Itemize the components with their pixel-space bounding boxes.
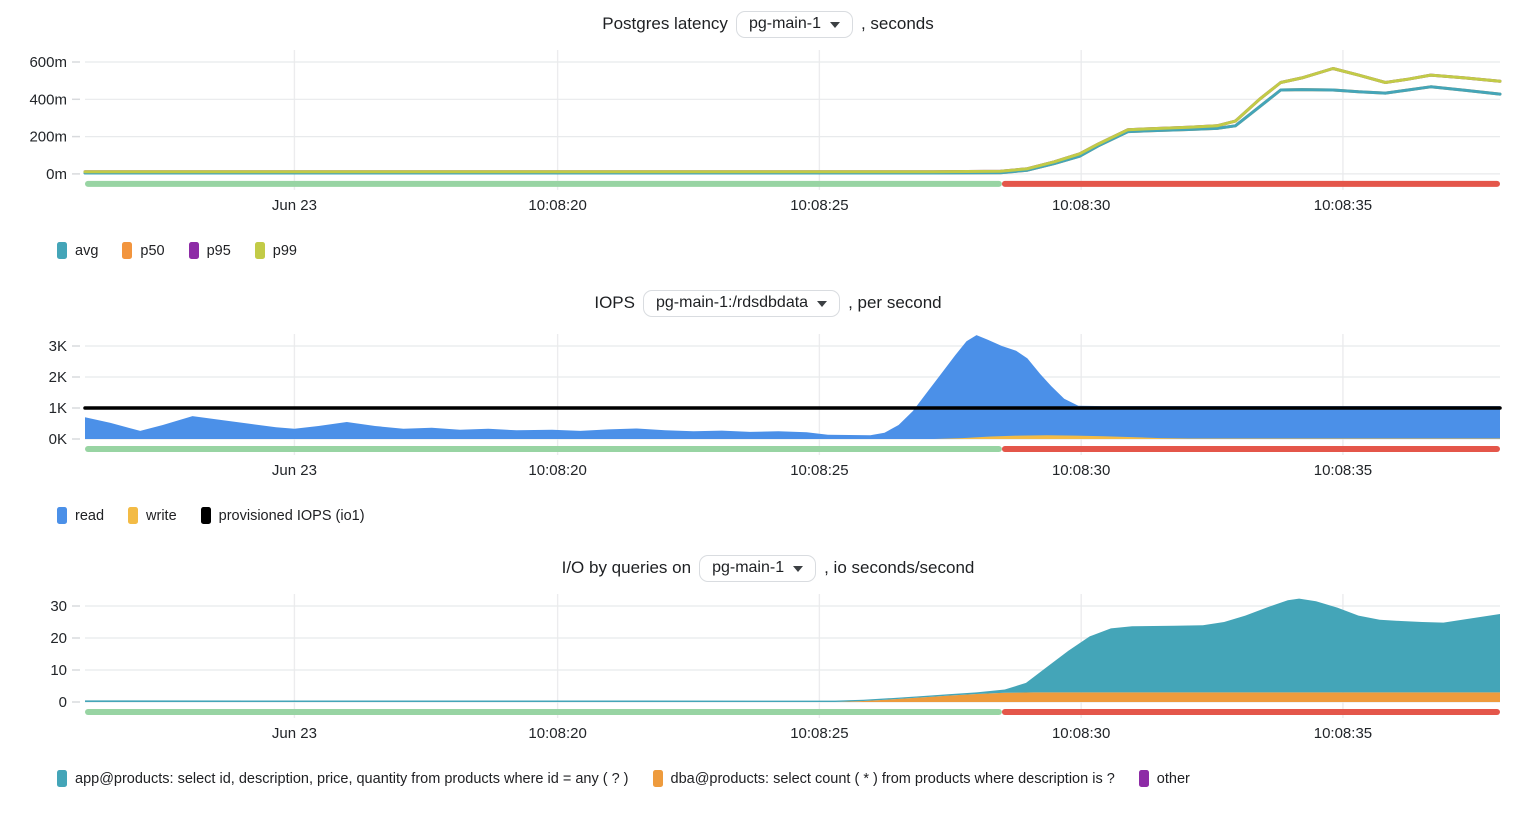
host-dropdown-latency[interactable]: pg-main-1 xyxy=(735,10,853,38)
y-tick-label: 200m xyxy=(29,129,67,146)
legend-item[interactable]: provisioned IOPS (io1) xyxy=(200,507,365,524)
chevron-down-icon xyxy=(829,21,840,28)
y-tick-label: 0K xyxy=(49,431,67,448)
x-tick-label: 10:08:35 xyxy=(1314,197,1372,214)
legend-label: p50 xyxy=(140,242,165,259)
io-by-queries-plot: Jun 23 10:08:20 10:08:25 10:08:30 10:08:35 30… xyxy=(50,594,1500,742)
y-tick-label: 600m xyxy=(29,54,67,71)
y-tick-label: 0m xyxy=(46,166,67,183)
y-tick-label: 10 xyxy=(50,662,67,679)
chart-title-iops: IOPS pg-main-1:/rdsdbdata , per second xyxy=(0,285,1536,321)
y-tick-label: 20 xyxy=(50,630,67,647)
legend-item[interactable]: write xyxy=(128,507,177,524)
y-tick-label: 30 xyxy=(50,598,67,615)
x-tick-label: 10:08:25 xyxy=(790,197,848,214)
legend-item[interactable]: avg xyxy=(57,242,98,259)
y-tick-label: 2K xyxy=(49,369,67,386)
series-area-read xyxy=(85,335,1500,439)
x-tick-label: 10:08:30 xyxy=(1052,197,1110,214)
x-tick-label: 10:08:20 xyxy=(528,725,586,742)
chart-title-suffix: , seconds xyxy=(860,14,934,33)
x-tick-label: 10:08:35 xyxy=(1314,725,1372,742)
chart-title-suffix: , io seconds/second xyxy=(824,558,975,577)
volume-dropdown-iops[interactable]: pg-main-1:/rdsdbdata xyxy=(642,289,841,317)
x-tick-label: 10:08:25 xyxy=(790,725,848,742)
status-bar-ok xyxy=(85,180,1002,187)
legend-swatch xyxy=(1138,770,1149,787)
chart-section-iops: IOPS pg-main-1:/rdsdbdata , per second J… xyxy=(0,285,1536,524)
legend-label: p95 xyxy=(206,242,231,259)
volume-dropdown-value: pg-main-1:/rdsdbdata xyxy=(655,293,809,311)
legend-label: provisioned IOPS (io1) xyxy=(218,507,365,524)
legend-item[interactable]: p95 xyxy=(188,242,231,259)
host-dropdown-io-queries[interactable]: pg-main-1 xyxy=(699,554,817,582)
chart-title-prefix: IOPS xyxy=(594,293,635,312)
x-tick-label: 10:08:30 xyxy=(1052,462,1110,479)
chevron-down-icon xyxy=(817,300,828,307)
legend-label: read xyxy=(75,507,105,524)
x-tick-label: Jun 23 xyxy=(272,725,317,742)
y-tick-label: 1K xyxy=(49,400,67,417)
chart-title-prefix: Postgres latency xyxy=(602,14,728,33)
legend-item[interactable]: p99 xyxy=(254,242,297,259)
legend-label: other xyxy=(1156,770,1190,787)
series-line-p95 xyxy=(83,67,1502,174)
legend-swatch xyxy=(57,242,67,259)
status-bar-alert xyxy=(1001,709,1500,715)
series-area-dba xyxy=(85,692,1500,702)
series-line-avg xyxy=(83,85,1502,175)
y-tick-label: 0 xyxy=(59,694,67,711)
y-tick-label: 400m xyxy=(29,91,67,108)
legend-swatch xyxy=(57,507,67,524)
legend-item[interactable]: p50 xyxy=(122,242,165,259)
x-tick-label: Jun 23 xyxy=(272,197,317,214)
postgres-latency-legend: avg p50 p95 p99 xyxy=(57,242,1536,259)
status-bar-alert xyxy=(1001,180,1500,187)
monitoring-dashboard: Postgres latency pg-main-1 , seconds Jun… xyxy=(0,6,1536,787)
legend-label: dba@products: select count ( * ) from pr… xyxy=(670,770,1115,787)
series-line-p99 xyxy=(83,67,1502,174)
chevron-down-icon xyxy=(793,565,804,572)
postgres-latency-plot: Jun 23 10:08:20 10:08:25 10:08:30 10:08:35 60… xyxy=(29,50,1502,214)
chart-title-prefix: I/O by queries on xyxy=(561,558,692,577)
x-tick-label: Jun 23 xyxy=(272,462,317,479)
legend-label: p99 xyxy=(272,242,297,259)
legend-swatch xyxy=(122,242,133,259)
series-area-app xyxy=(85,598,1500,702)
status-bar-ok xyxy=(85,446,1002,452)
legend-item[interactable]: dba@products: select count ( * ) from pr… xyxy=(652,770,1115,787)
series-area-write xyxy=(85,435,1500,439)
legend-item[interactable]: app@products: select id, description, pr… xyxy=(57,770,629,787)
status-bar-alert xyxy=(1001,446,1500,452)
io-by-queries-legend: app@products: select id, description, pr… xyxy=(57,770,1536,787)
legend-swatch xyxy=(254,242,265,259)
chart-section-postgres-latency: Postgres latency pg-main-1 , seconds Jun… xyxy=(0,6,1536,259)
x-tick-label: 10:08:20 xyxy=(528,197,586,214)
status-bar-ok xyxy=(85,709,1002,715)
host-dropdown-value: pg-main-1 xyxy=(712,558,785,576)
x-tick-label: 10:08:30 xyxy=(1052,725,1110,742)
chart-title-suffix: , per second xyxy=(848,293,942,312)
legend-swatch xyxy=(188,242,199,259)
legend-swatch xyxy=(652,770,663,787)
legend-item[interactable]: read xyxy=(57,507,104,524)
y-tick-label: 3K xyxy=(49,338,67,355)
iops-plot: Jun 23 10:08:20 10:08:25 10:08:30 10:08:35 3K… xyxy=(49,334,1502,479)
x-tick-label: 10:08:20 xyxy=(528,462,586,479)
x-tick-label: 10:08:25 xyxy=(790,462,848,479)
host-dropdown-value: pg-main-1 xyxy=(748,14,821,32)
iops-legend: read write provisioned IOPS (io1) xyxy=(57,507,1536,524)
legend-label: write xyxy=(146,507,177,524)
legend-label: avg xyxy=(75,242,99,259)
chart-section-io-by-queries: I/O by queries on pg-main-1 , io seconds… xyxy=(0,550,1536,787)
legend-swatch xyxy=(128,507,139,524)
chart-title-io-by-queries: I/O by queries on pg-main-1 , io seconds… xyxy=(0,550,1536,586)
chart-title-postgres-latency: Postgres latency pg-main-1 , seconds xyxy=(0,6,1536,42)
x-tick-label: 10:08:35 xyxy=(1314,462,1372,479)
legend-label: app@products: select id, description, pr… xyxy=(75,770,629,787)
legend-item[interactable]: other xyxy=(1138,770,1190,787)
legend-swatch xyxy=(57,770,67,787)
legend-swatch xyxy=(200,507,211,524)
